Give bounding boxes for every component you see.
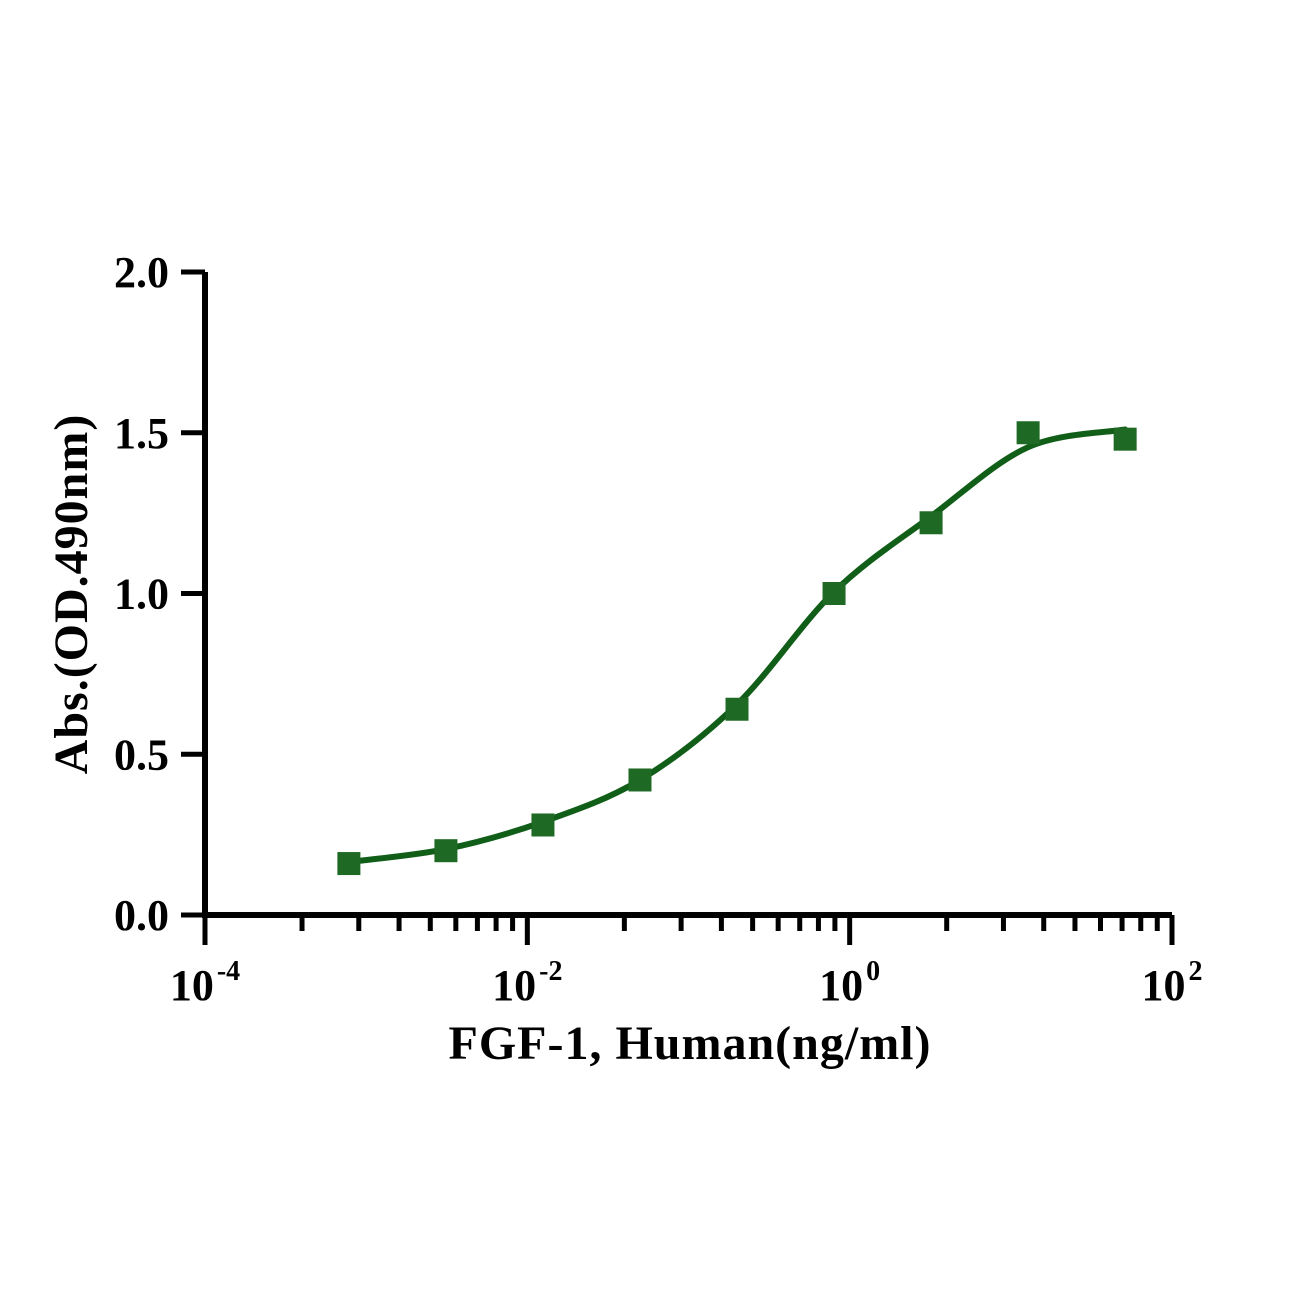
data-point-marker xyxy=(628,768,652,792)
y-tick-label: 1.5 xyxy=(114,409,169,458)
x-tick-label: 10 0 xyxy=(819,956,880,1010)
data-point-marker xyxy=(434,839,458,863)
data-point-marker xyxy=(1113,427,1137,451)
x-tick-label: 10 2 xyxy=(1142,956,1203,1010)
y-tick-label: 0.0 xyxy=(114,891,169,940)
y-tick-label: 0.5 xyxy=(114,730,169,779)
y-tick-label: 1.0 xyxy=(114,570,169,619)
fit-curve xyxy=(345,426,1129,865)
x-tick-label: 10 -2 xyxy=(492,956,562,1010)
y-tick-label: 2.0 xyxy=(114,248,169,297)
y-axis-title: Abs.(OD.490nm) xyxy=(45,413,98,775)
data-point-marker xyxy=(822,582,846,605)
data-point-marker xyxy=(531,813,555,837)
x-axis-title: FGF-1, Human(ng/ml) xyxy=(448,1017,932,1070)
data-point-marker xyxy=(919,511,943,535)
data-point-marker xyxy=(337,852,361,876)
data-point-marker xyxy=(1016,421,1040,445)
x-tick-label: 10 -4 xyxy=(170,956,240,1010)
data-point-marker xyxy=(725,697,749,721)
